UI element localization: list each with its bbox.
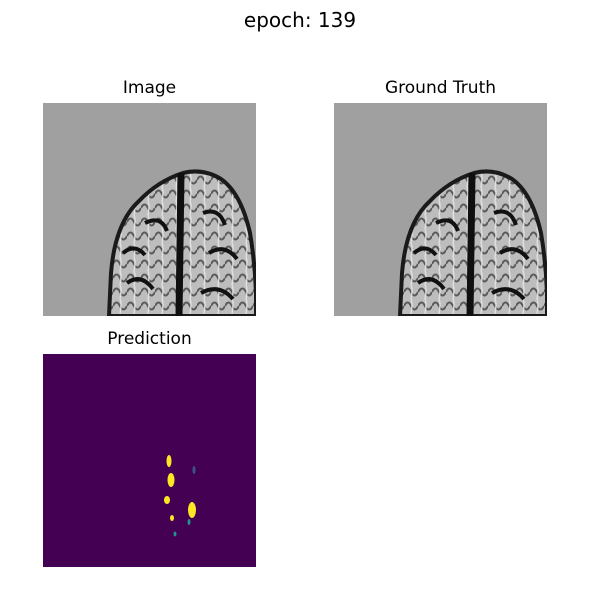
lesion-blob — [192, 466, 196, 474]
lesion-blob — [166, 455, 172, 467]
mri-slice-image — [43, 103, 256, 316]
figure-title: epoch: 139 — [243, 8, 357, 32]
lesion-blob — [170, 515, 174, 521]
lesion-blob — [187, 519, 191, 525]
lesion-blob — [164, 496, 170, 504]
image-panel-title: Image — [122, 78, 177, 98]
midline-fissure — [175, 172, 185, 316]
ground-truth-image — [334, 103, 547, 316]
sulci — [412, 209, 530, 301]
lesion-blob — [167, 473, 175, 487]
ground-truth-panel-title: Ground Truth — [384, 78, 497, 98]
predicted-lesions — [164, 455, 196, 537]
midline-fissure — [466, 172, 476, 316]
lesion-blob — [173, 531, 177, 537]
lesion-blob — [188, 502, 196, 518]
sulci — [121, 209, 239, 301]
prediction-panel-title: Prediction — [107, 329, 192, 349]
prediction-background — [43, 354, 256, 567]
prediction-mask-image — [43, 354, 256, 567]
